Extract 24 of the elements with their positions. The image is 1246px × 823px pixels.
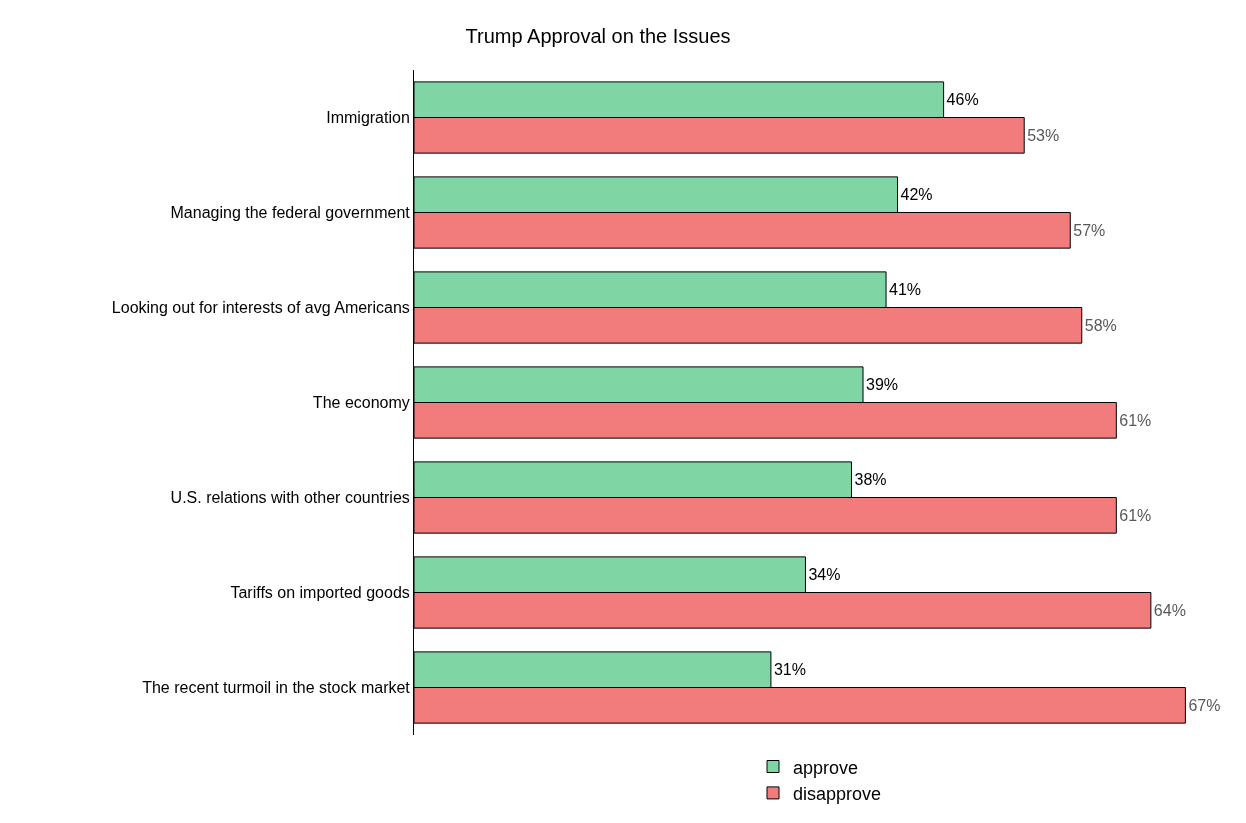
y-tick-label: U.S. relations with other countries bbox=[170, 489, 410, 507]
legend-label: approve bbox=[793, 757, 859, 778]
data-label: 67% bbox=[1188, 696, 1221, 714]
data-label: 39% bbox=[866, 376, 899, 394]
y-tick-label: Immigration bbox=[326, 109, 410, 127]
data-label: 42% bbox=[900, 186, 933, 204]
data-label: 41% bbox=[889, 281, 922, 299]
data-label: 53% bbox=[1027, 126, 1060, 144]
y-tick-label: The economy bbox=[312, 394, 410, 412]
legend-label: disapprove bbox=[793, 783, 882, 804]
y-tick-label: The recent turmoil in the stock market bbox=[142, 679, 411, 697]
chart-title: Trump Approval on the Issues bbox=[465, 24, 731, 47]
data-label: 46% bbox=[946, 91, 979, 109]
data-label: 61% bbox=[1119, 411, 1152, 429]
data-label: 31% bbox=[773, 661, 806, 679]
data-label: 34% bbox=[808, 566, 841, 584]
y-tick-label: Tariffs on imported goods bbox=[230, 584, 410, 602]
data-label: 64% bbox=[1153, 601, 1186, 619]
data-label: 58% bbox=[1084, 316, 1117, 334]
data-label: 61% bbox=[1119, 506, 1152, 524]
y-tick-label: Looking out for interests of avg Americans bbox=[111, 299, 410, 317]
data-label: 38% bbox=[854, 471, 887, 489]
y-tick-label: Managing the federal government bbox=[170, 204, 411, 222]
data-label: 57% bbox=[1073, 221, 1106, 239]
